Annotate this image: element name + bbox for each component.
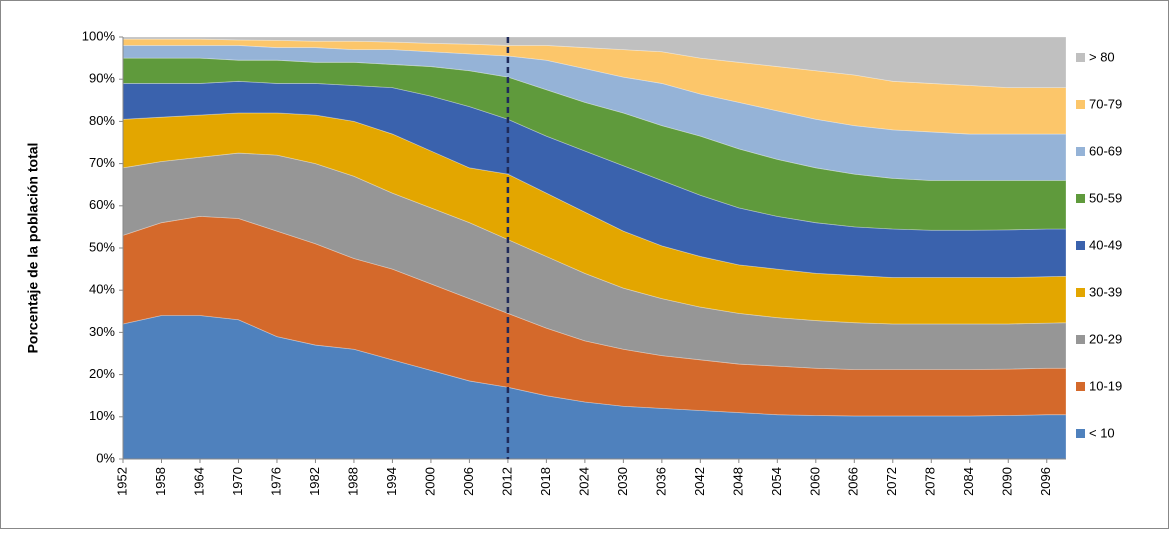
legend-swatch [1076,241,1085,250]
y-tick-label: 90% [89,71,115,86]
x-tick-label: 2006 [461,467,476,496]
x-tick-label: 2024 [576,467,591,496]
legend-label: 50-59 [1089,190,1122,205]
x-tick-label: 2060 [807,467,822,496]
x-tick-label: 2054 [769,467,784,496]
legend-swatch [1076,288,1085,297]
area [122,38,1067,135]
legend-label: 30-39 [1089,284,1122,299]
legend-label: < 10 [1089,425,1115,440]
x-tick-label: 2000 [422,467,437,496]
area [122,80,1067,278]
x-tick-label: 2066 [846,467,861,496]
legend-label: 40-49 [1089,237,1122,252]
x-tick-label: 1970 [230,467,245,496]
x-tick-label: 1976 [268,467,283,496]
y-tick-label: 20% [89,366,115,381]
y-tick-label: 10% [89,408,115,423]
y-tick-label: 0% [96,450,115,465]
x-tick-label: 1958 [153,467,168,496]
legend-swatch [1076,429,1085,438]
x-tick-label: 1988 [345,467,360,496]
y-tick-label: 50% [89,239,115,254]
area [122,45,1067,181]
x-tick-label: 1952 [114,467,129,496]
y-tick-label: 100% [82,28,116,43]
x-tick-label: 2012 [499,467,514,496]
x-tick-label: 2096 [1038,467,1053,496]
x-tick-label: 1982 [307,467,322,496]
x-tick-label: 2072 [884,467,899,496]
x-tick-label: 2042 [692,467,707,496]
legend-swatch [1076,382,1085,391]
x-tick-label: 2018 [538,467,553,496]
legend-swatch [1076,147,1085,156]
legend-label: 60-69 [1089,143,1122,158]
legend-label: 70-79 [1089,96,1122,111]
area [122,57,1067,231]
legend-swatch [1076,100,1085,109]
x-tick-label: 2036 [653,467,668,496]
y-tick-label: 40% [89,282,115,297]
area [122,152,1067,370]
legend-swatch [1076,53,1085,62]
legend-swatch [1076,335,1085,344]
y-tick-label: 60% [89,197,115,212]
x-tick-label: 1994 [384,467,399,496]
y-tick-label: 70% [89,155,115,170]
area [122,112,1067,325]
x-tick-label: 1964 [191,467,206,496]
x-tick-label: 2078 [923,467,938,496]
x-tick-label: 2090 [1000,467,1015,496]
y-tick-label: 80% [89,113,115,128]
y-axis-title: Porcentaje de la población total [25,143,41,354]
y-tick-label: 30% [89,324,115,339]
area [122,36,1067,89]
legend-swatch [1076,194,1085,203]
x-tick-label: 2030 [615,467,630,496]
legend-label: 20-29 [1089,331,1122,346]
x-tick-label: 2048 [730,467,745,496]
area [122,215,1067,417]
legend-label: > 80 [1089,49,1115,64]
legend-label: 10-19 [1089,378,1122,393]
x-tick-label: 2084 [961,467,976,496]
